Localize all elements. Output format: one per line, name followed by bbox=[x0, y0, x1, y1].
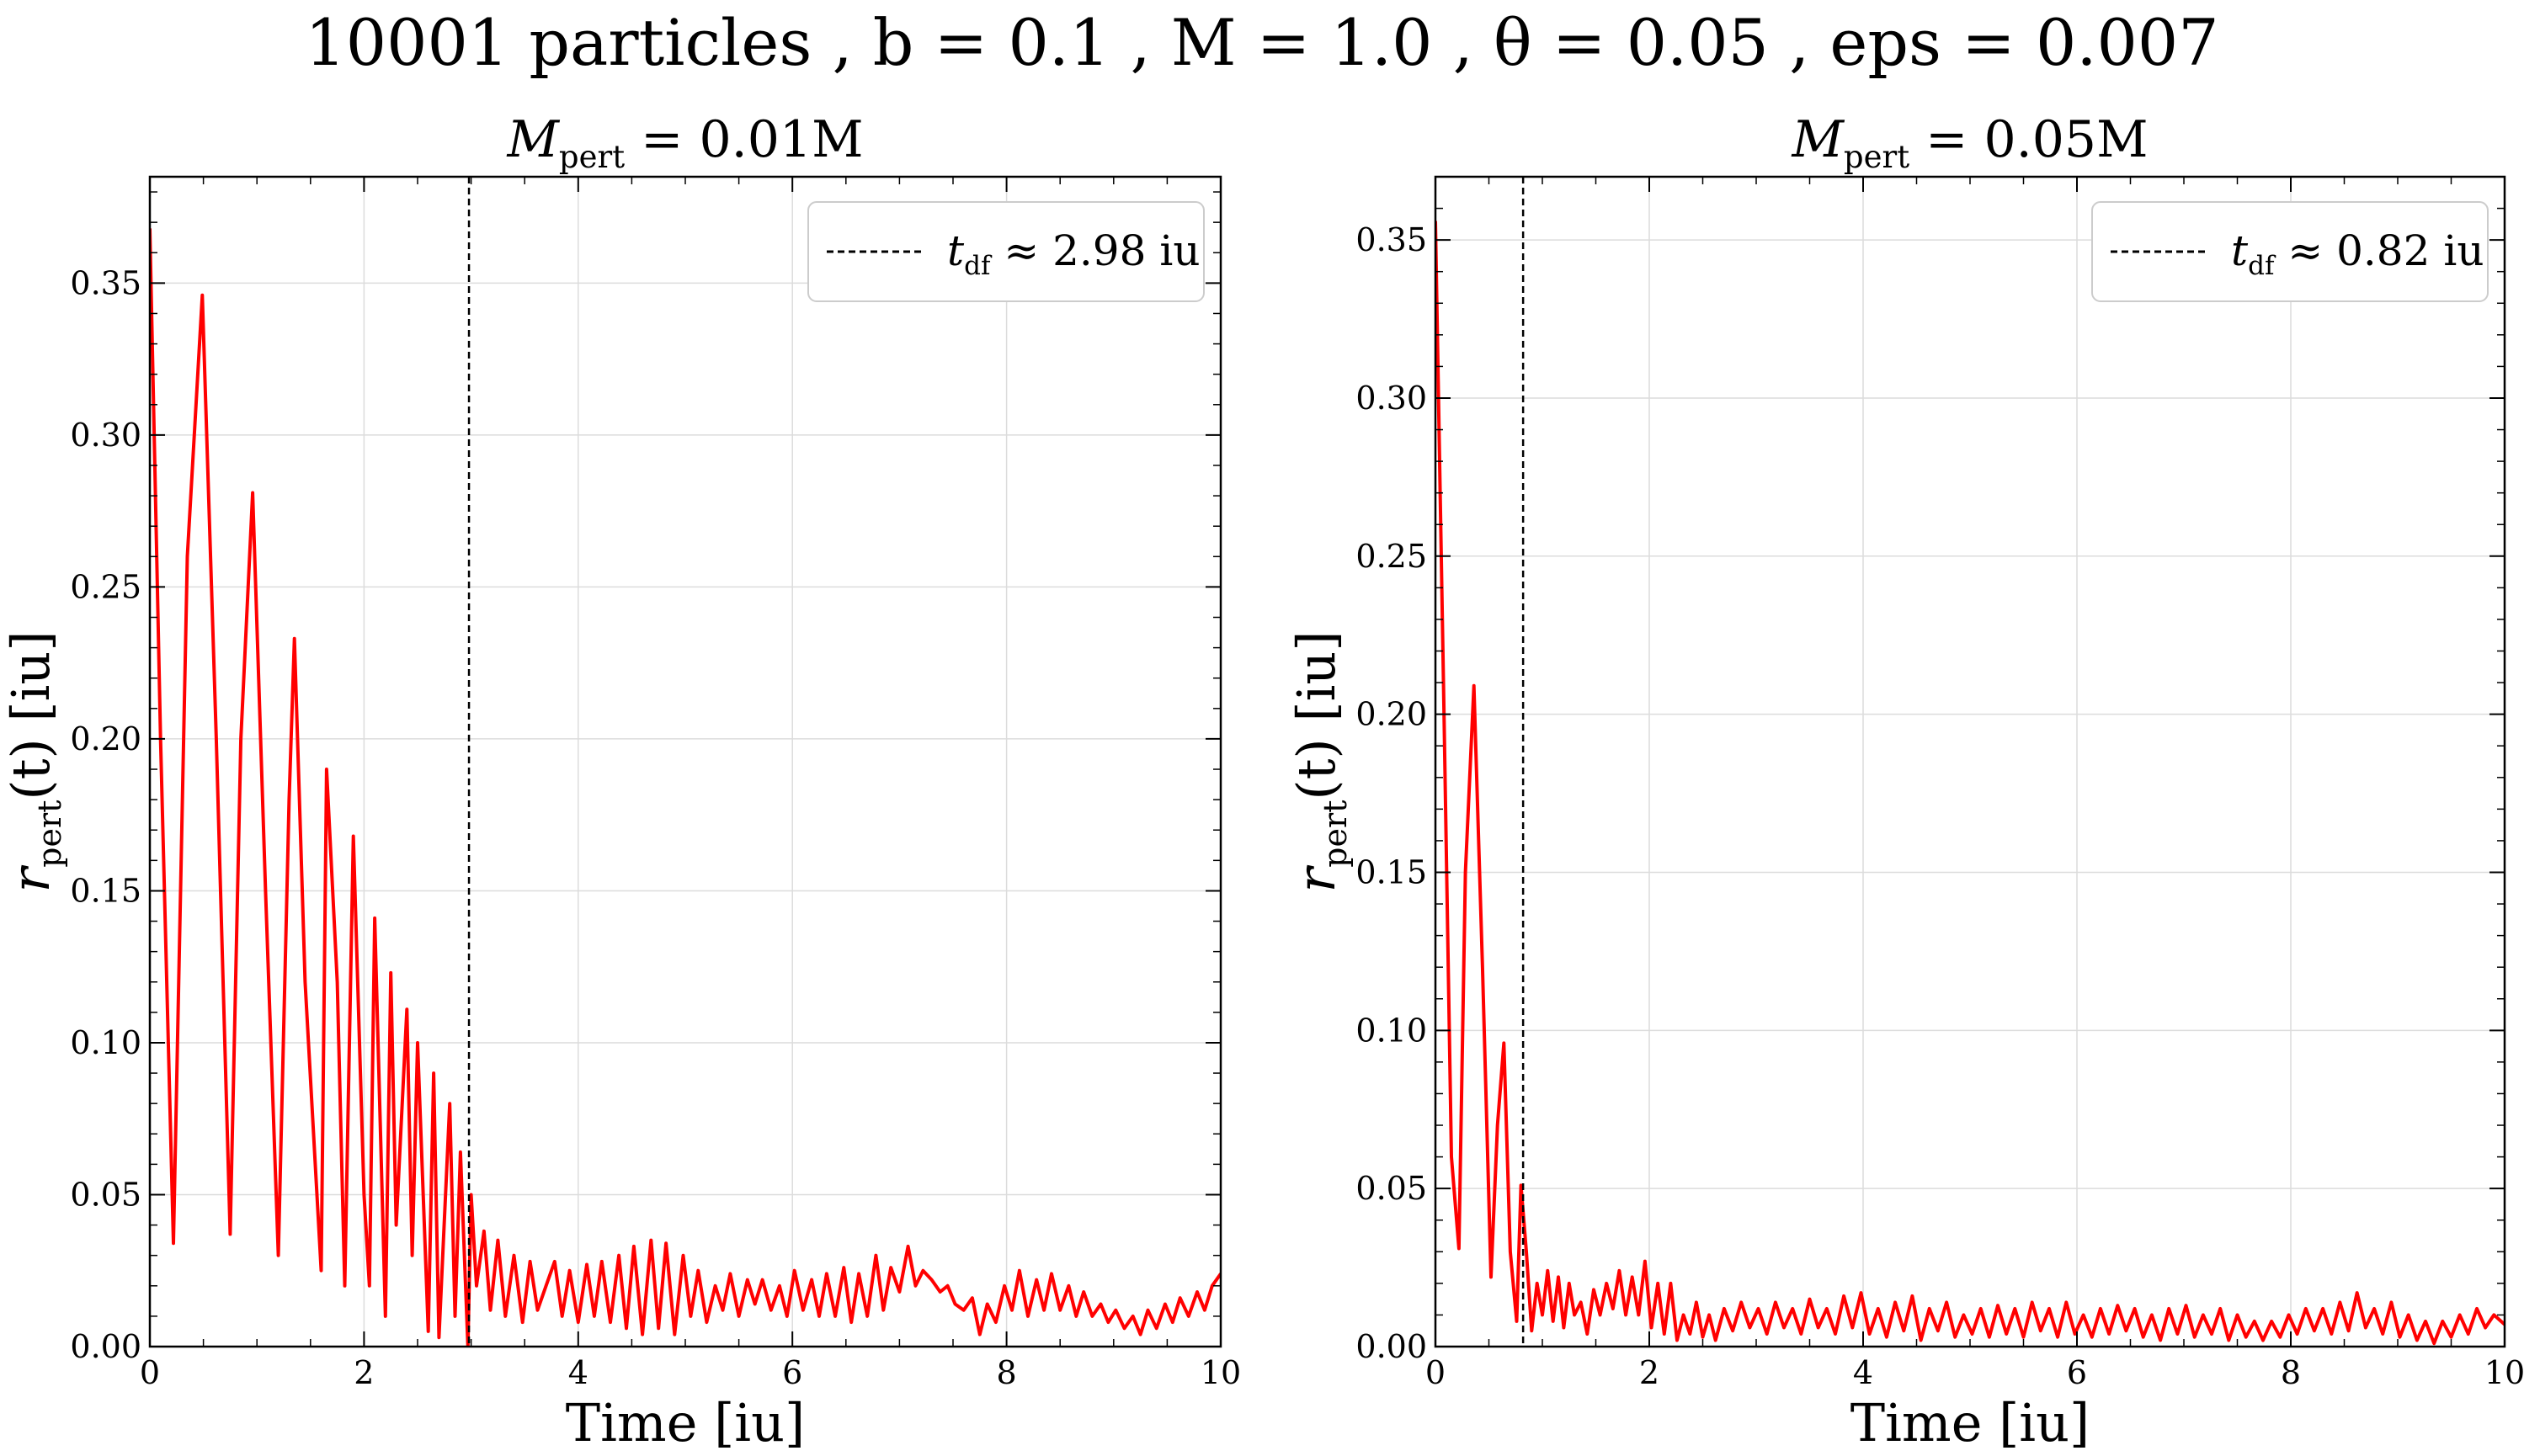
y-tick-label: 0.10 bbox=[1355, 1012, 1427, 1049]
chart-panel-2: 0 2 4 6 8 10 0.00 0.05 0.10 0.15 0.20 0.25 0.30 0.35 M… bbox=[1286, 110, 2524, 1453]
x-tick-label: 8 bbox=[997, 1354, 1017, 1391]
y-tick-label: 0.30 bbox=[1355, 380, 1427, 417]
y-tick-label: 0.30 bbox=[70, 417, 141, 454]
y-tick-label: 0.35 bbox=[70, 264, 141, 301]
y-axis-label-group: rpert(t) [iu] bbox=[1286, 630, 1354, 892]
x-tick-label: 6 bbox=[782, 1354, 802, 1391]
y-axis-label: rpert(t) [iu] bbox=[1286, 630, 1354, 892]
y-tick-label: 0.15 bbox=[1355, 853, 1427, 890]
series-line-1 bbox=[150, 228, 1221, 1347]
legend-box bbox=[2091, 201, 2489, 302]
y-tick-label: 0.05 bbox=[70, 1176, 141, 1213]
y-tick-label: 0.00 bbox=[70, 1328, 141, 1365]
y-tick-label: 0.25 bbox=[70, 568, 141, 605]
y-tick-label: 0.10 bbox=[70, 1024, 141, 1061]
x-tick-label: 4 bbox=[1853, 1354, 1873, 1391]
legend-label: tdf ≈ 0.82 iu bbox=[2231, 226, 2484, 281]
x-tick-label: 0 bbox=[1425, 1354, 1446, 1391]
subplot-title: Mpert = 0.01M bbox=[506, 110, 863, 175]
series-line-1 bbox=[1435, 221, 2505, 1346]
chart-panel-1: 0 2 4 6 8 10 0.00 0.05 0.10 0.15 0.20 0.25 0.30 0.35 M… bbox=[0, 110, 1241, 1453]
y-tick-label: 0.00 bbox=[1355, 1328, 1427, 1365]
x-tick-label: 4 bbox=[568, 1354, 588, 1391]
x-tick-label: 6 bbox=[2067, 1354, 2087, 1391]
x-tick-label: 10 bbox=[1201, 1354, 1241, 1391]
x-axis-label: Time [iu] bbox=[1850, 1392, 2090, 1453]
plot-frame bbox=[148, 175, 1222, 1348]
x-tick-label: 2 bbox=[1639, 1354, 1659, 1391]
y-tick-label: 0.35 bbox=[1355, 221, 1427, 258]
x-tick-label: 0 bbox=[140, 1354, 160, 1391]
x-tick-label: 2 bbox=[354, 1354, 374, 1391]
y-tick-label: 0.20 bbox=[70, 720, 141, 757]
y-tick-label: 0.25 bbox=[1355, 538, 1427, 575]
legend-box bbox=[807, 201, 1205, 302]
x-tick-label: 10 bbox=[2484, 1354, 2524, 1391]
figure-title: 10001 particles , b = 0.1 , M = 1.0 , θ … bbox=[305, 5, 2219, 80]
x-tick-label: 8 bbox=[2281, 1354, 2301, 1391]
y-axis-label-group: rpert(t) [iu] bbox=[0, 630, 68, 892]
x-axis-label: Time [iu] bbox=[566, 1392, 806, 1453]
y-axis-label: rpert(t) [iu] bbox=[0, 630, 68, 892]
legend-label: tdf ≈ 2.98 iu bbox=[947, 226, 1201, 281]
y-tick-label: 0.15 bbox=[70, 872, 141, 909]
y-tick-label: 0.20 bbox=[1355, 696, 1427, 733]
y-tick-label: 0.05 bbox=[1355, 1170, 1427, 1207]
subplot-title: Mpert = 0.05M bbox=[1791, 110, 2148, 175]
plot-frame bbox=[1434, 175, 2506, 1348]
